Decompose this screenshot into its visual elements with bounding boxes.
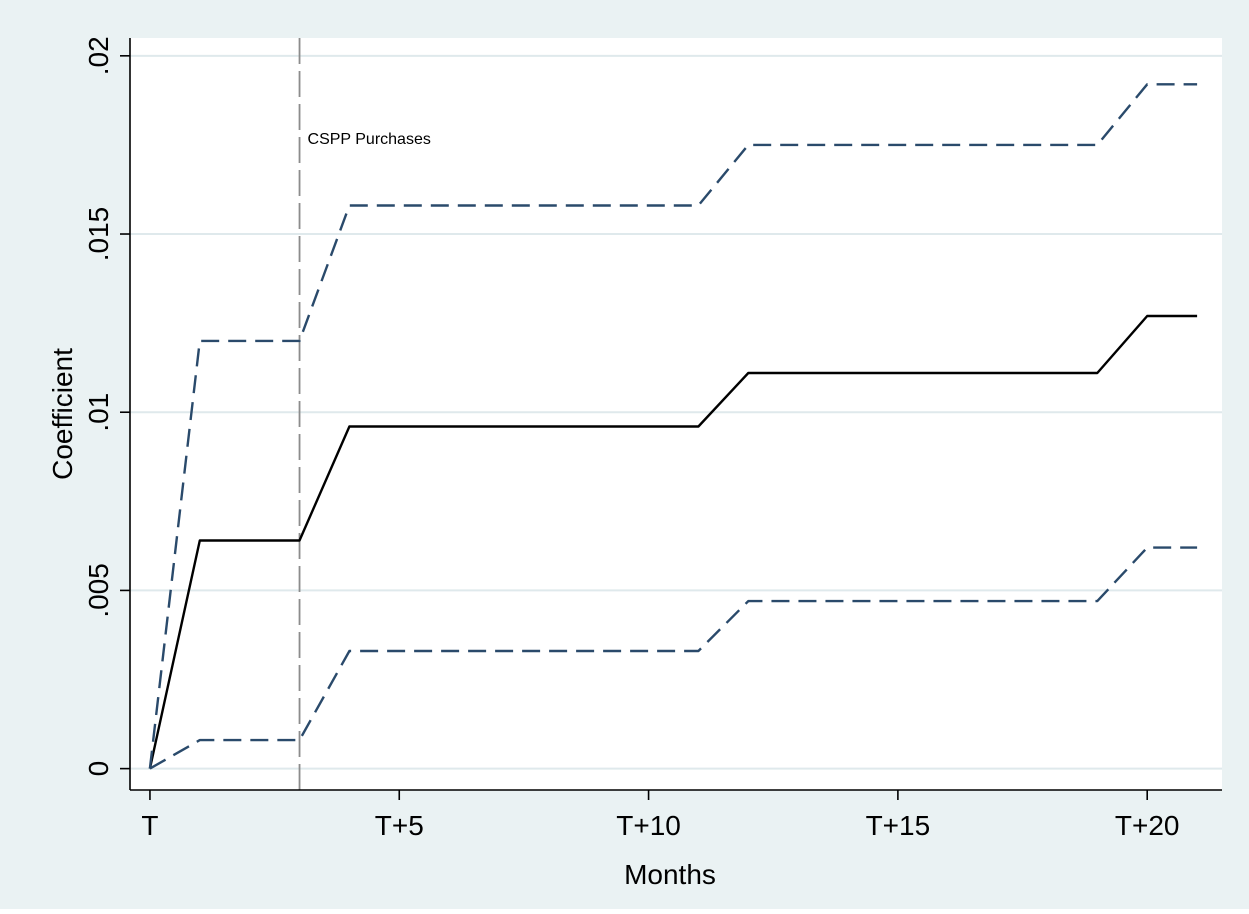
series-line-lower-ci xyxy=(149,546,1198,770)
reference-line-label: CSPP Purchases xyxy=(308,131,431,148)
plot-area xyxy=(130,38,1222,790)
y-tick-label: .005 xyxy=(83,563,114,618)
x-tick-label: T+20 xyxy=(1115,810,1180,841)
x-tick-label: T+5 xyxy=(375,810,424,841)
y-tick-label: .02 xyxy=(83,36,114,75)
x-tick-label: T xyxy=(141,810,158,841)
axes: T T+5 T+10 T+15 T+20 0 .005 .01 .015 .02 xyxy=(83,36,1222,841)
series-lines xyxy=(148,83,1198,770)
x-tick-label: T+15 xyxy=(866,810,931,841)
y-tick-label: .015 xyxy=(83,207,114,262)
x-tick-label: T+10 xyxy=(616,810,681,841)
y-tick-label: .01 xyxy=(83,393,114,432)
series-line-upper-ci xyxy=(148,83,1198,769)
grid-lines xyxy=(130,54,1222,770)
annotations: CSPP Purchases xyxy=(298,38,431,790)
y-tick-label: 0 xyxy=(83,761,114,777)
series-line-estimate xyxy=(148,314,1198,769)
y-axis-label: Coefficient xyxy=(47,348,78,480)
x-axis-label: Months xyxy=(624,859,716,890)
